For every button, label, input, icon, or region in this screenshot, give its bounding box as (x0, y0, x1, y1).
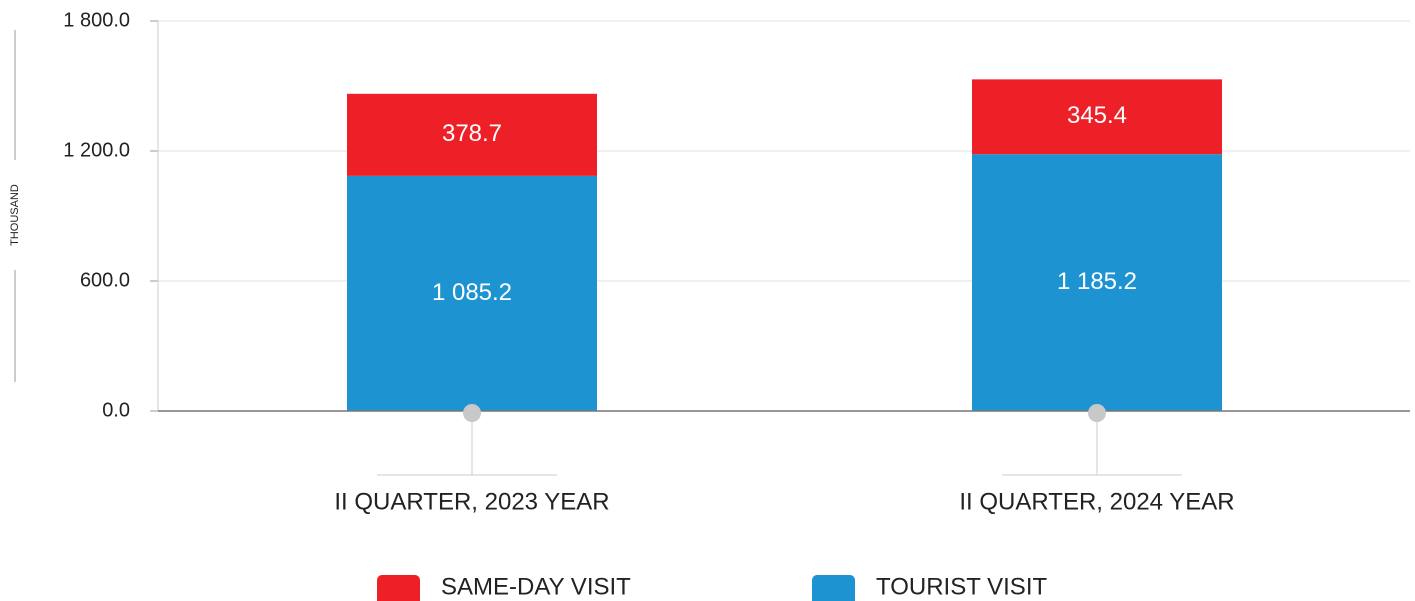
y-axis-label: THOUSAND (9, 184, 21, 246)
y-tick-label: 600.0 (80, 269, 130, 291)
legend-swatch (812, 575, 855, 601)
bar-segment (347, 93, 597, 176)
x-tick-label: II QUARTER, 2024 YEAR (959, 488, 1234, 515)
value-label: 1 185.2 (1057, 268, 1137, 295)
bar-segment (972, 79, 1222, 155)
value-label: 1 085.2 (432, 279, 512, 306)
y-tick-label: 0.0 (102, 399, 130, 421)
value-label: 345.4 (1067, 102, 1127, 129)
category-dot (1088, 404, 1106, 422)
bar-segment (347, 175, 597, 411)
bar-segment (972, 154, 1222, 411)
legend-swatch (377, 575, 420, 601)
value-label: 378.7 (442, 120, 502, 147)
y-tick-label: 1 800.0 (63, 9, 130, 31)
legend-label: SAME-DAY VISIT (441, 573, 631, 600)
legend-label: TOURIST VISIT (876, 573, 1047, 600)
category-dot (463, 404, 481, 422)
y-tick-label: 1 200.0 (63, 139, 130, 161)
x-tick-label: II QUARTER, 2023 YEAR (334, 488, 609, 515)
